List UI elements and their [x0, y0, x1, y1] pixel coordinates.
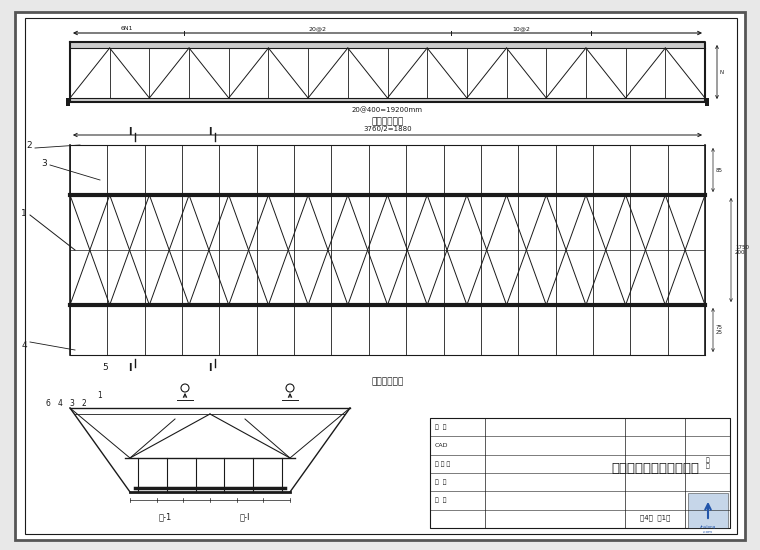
Text: 1750
200: 1750 200: [735, 245, 749, 255]
Text: 5: 5: [102, 363, 108, 372]
Text: 4: 4: [58, 399, 62, 408]
Text: 预制钢筋吊架结构施工图: 预制钢筋吊架结构施工图: [611, 461, 699, 475]
Text: 剖-I: 剖-I: [239, 512, 250, 521]
Text: 85: 85: [716, 168, 723, 173]
Text: 6: 6: [46, 399, 50, 408]
Text: 4: 4: [21, 340, 27, 349]
Text: N: N: [720, 69, 724, 74]
Text: 20@400=19200mm: 20@400=19200mm: [352, 107, 423, 113]
Text: I: I: [128, 127, 131, 137]
Text: 2: 2: [81, 399, 87, 408]
Text: 1: 1: [97, 392, 103, 400]
Text: 第4张  第1张: 第4张 第1张: [640, 515, 670, 521]
Bar: [688, 493, 728, 528]
Text: 审  核: 审 核: [435, 480, 447, 485]
Bar: [66, 98, 70, 106]
Text: 3760/2=1880: 3760/2=1880: [363, 126, 412, 132]
Bar: [705, 98, 709, 106]
Text: 检 验 员: 检 验 员: [435, 461, 450, 466]
Bar: [70, 98, 705, 102]
Text: CAD: CAD: [435, 443, 448, 448]
Text: I: I: [208, 127, 212, 137]
Text: 2: 2: [27, 141, 32, 151]
Text: 20@2: 20@2: [309, 26, 327, 31]
Bar: [70, 42, 705, 48]
Text: I: I: [128, 363, 131, 373]
Text: 10@2: 10@2: [512, 26, 530, 31]
Bar: [430, 418, 730, 528]
Text: 监  理: 监 理: [435, 498, 447, 503]
Text: I: I: [208, 363, 212, 373]
Text: 钢筋笼侧视图: 钢筋笼侧视图: [372, 117, 404, 126]
Text: 图
号: 图 号: [705, 457, 709, 469]
Text: 75
25: 75 25: [716, 324, 723, 336]
Text: 6N1: 6N1: [121, 26, 134, 31]
Text: 3: 3: [70, 399, 74, 408]
Text: zhulong
.com: zhulong .com: [700, 525, 716, 534]
Text: 剖-1: 剖-1: [158, 512, 172, 521]
Text: 3: 3: [41, 158, 47, 168]
Text: 1: 1: [21, 208, 27, 217]
Text: 钢筋笼俯视图: 钢筋笼俯视图: [372, 377, 404, 386]
Text: 设  计: 设 计: [435, 425, 447, 430]
